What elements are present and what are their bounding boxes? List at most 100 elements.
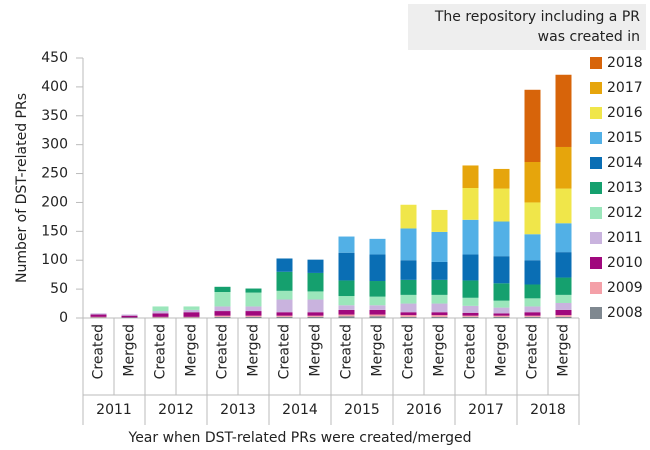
bar-segment <box>524 162 541 203</box>
bar-segment <box>493 188 510 222</box>
bar-segment <box>555 223 572 253</box>
bar-segment <box>183 316 200 318</box>
legend-label: 2014 <box>607 155 643 171</box>
bar-segment <box>493 316 510 318</box>
legend-label: 2011 <box>607 230 643 246</box>
bar-segment <box>462 219 479 255</box>
bar-segment <box>400 312 417 316</box>
bar-segment <box>369 305 386 310</box>
bar-segment <box>183 309 200 313</box>
bar-segment <box>493 283 510 301</box>
y-axis-title: Number of DST-related PRs <box>14 93 30 283</box>
x-tick-label: Created <box>91 324 107 379</box>
legend-label: 2016 <box>607 105 643 121</box>
legend-swatch <box>590 232 602 244</box>
bar-segment <box>121 314 138 316</box>
bar-segment <box>555 316 572 318</box>
bar-segment <box>121 315 138 318</box>
y-tick-label: 350 <box>41 108 68 124</box>
bar-segment <box>307 316 324 318</box>
bar-segment <box>462 316 479 318</box>
x-tick-label: Created <box>153 324 169 379</box>
bar-segment <box>369 309 386 315</box>
bar-segment <box>524 202 541 235</box>
bar-segment <box>152 317 169 318</box>
bar-segment <box>524 316 541 318</box>
x-tick-label: Merged <box>370 324 386 377</box>
bar-segment <box>369 254 386 282</box>
x-tick-label: Merged <box>556 324 572 377</box>
bar-segment <box>307 315 324 317</box>
bar-segment <box>338 252 355 281</box>
bar-segment <box>338 280 355 297</box>
bar-segment <box>524 234 541 261</box>
bar-segment <box>245 288 262 293</box>
legend-label: 2008 <box>607 305 643 321</box>
x-tick-label: Created <box>401 324 417 379</box>
bar-segment <box>493 256 510 284</box>
group-label: 2017 <box>468 402 504 418</box>
bar-segment <box>493 307 510 314</box>
bar-segment <box>90 314 107 317</box>
bar-segment <box>400 294 417 304</box>
bar-segment <box>524 298 541 307</box>
bar-segment <box>90 316 107 318</box>
bar-segment <box>214 292 231 307</box>
bar-segment <box>276 271 293 291</box>
y-tick-label: 0 <box>59 310 68 326</box>
x-tick-label: Created <box>525 324 541 379</box>
legend-swatch <box>590 207 602 219</box>
bar-segment <box>276 312 293 316</box>
legend-title: was created in <box>538 29 640 45</box>
bar-segment <box>524 284 541 299</box>
bar-segment <box>493 313 510 316</box>
bar-segment <box>214 316 231 318</box>
bar-segment <box>462 254 479 281</box>
bar-segment <box>245 316 262 318</box>
bar-segment <box>493 168 510 189</box>
bar-segment <box>338 305 355 310</box>
bar-segment <box>121 317 138 318</box>
legend-title: The repository including a PR <box>434 9 640 25</box>
bar-segment <box>276 315 293 317</box>
group-label: 2013 <box>220 402 256 418</box>
bar-segment <box>276 299 293 313</box>
legend-label: 2010 <box>607 255 643 271</box>
legend-swatch <box>590 57 602 69</box>
bar-segment <box>276 316 293 318</box>
y-tick-label: 150 <box>41 223 68 239</box>
legend-label: 2009 <box>607 280 643 296</box>
bar-segment <box>214 306 231 312</box>
bar-segment <box>245 315 262 317</box>
legend-label: 2015 <box>607 130 643 146</box>
bar-segment <box>214 286 231 292</box>
bar-segment <box>307 272 324 292</box>
bar-segment <box>400 315 417 317</box>
bar-segment <box>431 303 448 313</box>
legend-swatch <box>590 107 602 119</box>
bar-segment <box>90 313 107 315</box>
bar-segment <box>462 188 479 220</box>
bar-segment <box>338 236 355 253</box>
legend-swatch <box>590 82 602 94</box>
bar-segment <box>183 317 200 318</box>
y-tick-label: 100 <box>41 252 68 268</box>
bar-segment <box>431 316 448 318</box>
bar-segment <box>152 306 169 312</box>
bar-segment <box>555 252 572 278</box>
bar-segment <box>214 311 231 316</box>
bar-segment <box>524 260 541 285</box>
bar-segment <box>555 294 572 303</box>
x-tick-label: Created <box>339 324 355 379</box>
x-axis-title: Year when DST-related PRs were created/m… <box>128 430 472 446</box>
legend-swatch <box>590 307 602 319</box>
bar-segment <box>338 316 355 318</box>
bar-segment <box>183 306 200 310</box>
bar-segment <box>524 312 541 316</box>
legend-swatch <box>590 157 602 169</box>
x-tick-label: Created <box>277 324 293 379</box>
bar-segment <box>400 204 417 229</box>
bar-segment <box>369 238 386 255</box>
bar-segment <box>555 146 572 189</box>
